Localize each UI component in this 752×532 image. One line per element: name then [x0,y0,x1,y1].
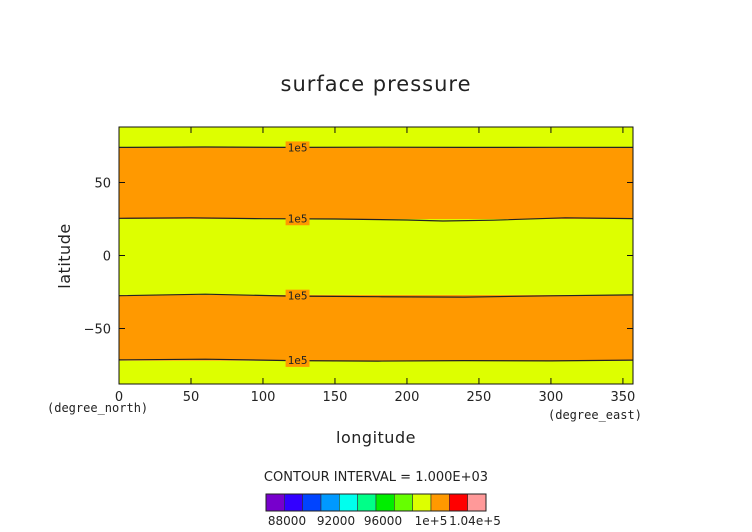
colorbar-swatch-7 [394,493,413,512]
contour-line-2 [118,293,634,298]
y-axis-ticks: −50 0 50 [84,176,633,338]
contour-label-bg-1 [285,212,310,226]
colorbar-swatch-9 [430,493,450,512]
pressure-band-0 [119,360,633,384]
contour-lines [118,146,634,362]
colorbar-swatch-6 [375,493,395,512]
colorbar-label-1: 92000 [317,514,355,528]
filled-bands [119,127,633,384]
colorbar-swatch-1 [284,493,303,512]
pressure-band-3 [119,147,633,219]
colorbar-swatch-10 [449,493,468,512]
x-tick-label-100: 100 [251,390,276,405]
contour-label-bg-0 [285,141,310,155]
colorbar-swatch-8 [412,493,432,512]
plot-area: 1e5 1e5 1e5 1e5 [118,126,634,385]
y-tick-label-50: 50 [94,176,111,191]
colorbar [265,493,487,512]
x-unit-label: (degree_east) [548,408,642,422]
x-tick-label-0: 0 [115,390,123,405]
chart-title: surface pressure [281,72,472,96]
colorbar-swatch-4 [339,493,358,512]
x-tick-label-200: 200 [395,390,420,405]
colorbar-frame [265,493,487,512]
colorbar-label-3: 1e+5 [415,514,448,528]
colorbar-swatch-2 [302,493,322,512]
contour-label-1: 1e5 [288,212,308,225]
colorbar-label-4: 1.04e+5 [449,514,501,528]
contour-label-3: 1e5 [288,354,308,367]
x-tick-label-150: 150 [323,390,348,405]
colorbar-swatch-0 [265,493,285,512]
x-tick-label-250: 250 [467,390,492,405]
colorbar-swatch-3 [320,493,340,512]
x-axis-label: longitude [336,428,416,447]
y-tick-label--50: −50 [84,323,111,338]
contour-label-bg-3 [285,353,310,367]
contour-label-0: 1e5 [288,141,308,154]
pressure-band-1 [119,294,633,361]
colorbar-swatch-11 [467,493,487,512]
x-tick-label-350: 350 [611,390,636,405]
x-tick-label-50: 50 [183,390,200,405]
contour-label-bg-2 [285,289,310,303]
x-axis-ticks: 0 50 100 150 200 250 300 350 [115,127,635,405]
contour-labels: 1e5 1e5 1e5 1e5 [285,141,310,367]
colorbar-label-2: 96000 [364,514,402,528]
pressure-band-2 [119,218,633,295]
pressure-band-4 [119,127,633,148]
contour-interval-text: CONTOUR INTERVAL = 1.000E+03 [264,470,488,485]
y-tick-label-0: 0 [103,250,111,265]
contour-label-2: 1e5 [288,290,308,303]
colorbar-labels: 88000 92000 96000 1e+5 1.04e+5 [268,514,501,528]
colorbar-swatch-5 [357,493,377,512]
colorbar-label-0: 88000 [268,514,306,528]
contour-line-1 [118,217,634,222]
y-axis-label: latitude [55,223,74,288]
contour-line-3 [118,358,634,362]
x-tick-label-300: 300 [539,390,564,405]
y-unit-label: (degree_north) [47,401,148,415]
